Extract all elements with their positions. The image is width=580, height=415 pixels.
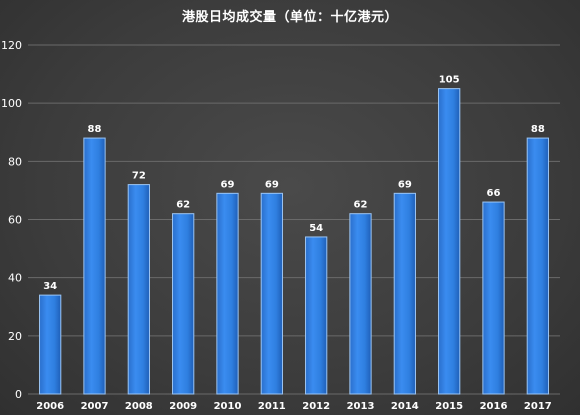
data-label: 69 xyxy=(398,179,412,190)
data-label: 69 xyxy=(265,179,279,190)
data-label: 105 xyxy=(439,75,460,86)
x-tick-label: 2009 xyxy=(169,401,197,412)
bar xyxy=(526,137,549,395)
x-tick-label: 2016 xyxy=(480,401,508,412)
y-tick-label: 100 xyxy=(1,97,22,110)
y-tick-label: 20 xyxy=(8,330,22,343)
bar xyxy=(172,213,195,395)
x-tick-label: 2007 xyxy=(81,401,109,412)
x-tick-label: 2008 xyxy=(125,401,153,412)
chart-title: 港股日均成交量（单位：十亿港元） xyxy=(181,10,398,25)
data-label: 69 xyxy=(221,179,235,190)
data-label: 72 xyxy=(132,171,146,182)
x-tick-label: 2017 xyxy=(524,401,552,412)
data-label: 62 xyxy=(354,200,368,211)
bar xyxy=(216,192,239,395)
bar xyxy=(83,137,106,395)
data-label: 88 xyxy=(88,124,102,135)
x-tick-label: 2010 xyxy=(214,401,242,412)
bar xyxy=(349,213,372,395)
y-tick-label: 120 xyxy=(1,39,22,52)
x-tick-label: 2015 xyxy=(435,401,463,412)
data-label: 34 xyxy=(43,281,57,292)
bar xyxy=(393,192,416,395)
bar xyxy=(39,294,62,395)
y-tick-label: 0 xyxy=(15,388,22,401)
bar xyxy=(260,192,283,395)
bar xyxy=(305,236,328,395)
y-tick-label: 80 xyxy=(8,155,22,168)
bar xyxy=(482,201,505,395)
data-label: 54 xyxy=(309,223,323,234)
data-label: 62 xyxy=(176,200,190,211)
y-tick-label: 60 xyxy=(8,214,22,227)
x-tick-label: 2012 xyxy=(302,401,330,412)
bar xyxy=(438,88,461,395)
x-tick-label: 2011 xyxy=(258,401,286,412)
bar xyxy=(127,184,150,395)
x-tick-label: 2014 xyxy=(391,401,419,412)
x-tick-label: 2006 xyxy=(36,401,64,412)
data-label: 66 xyxy=(487,188,501,199)
x-tick-label: 2013 xyxy=(347,401,375,412)
data-label: 88 xyxy=(531,124,545,135)
y-tick-label: 40 xyxy=(8,272,22,285)
